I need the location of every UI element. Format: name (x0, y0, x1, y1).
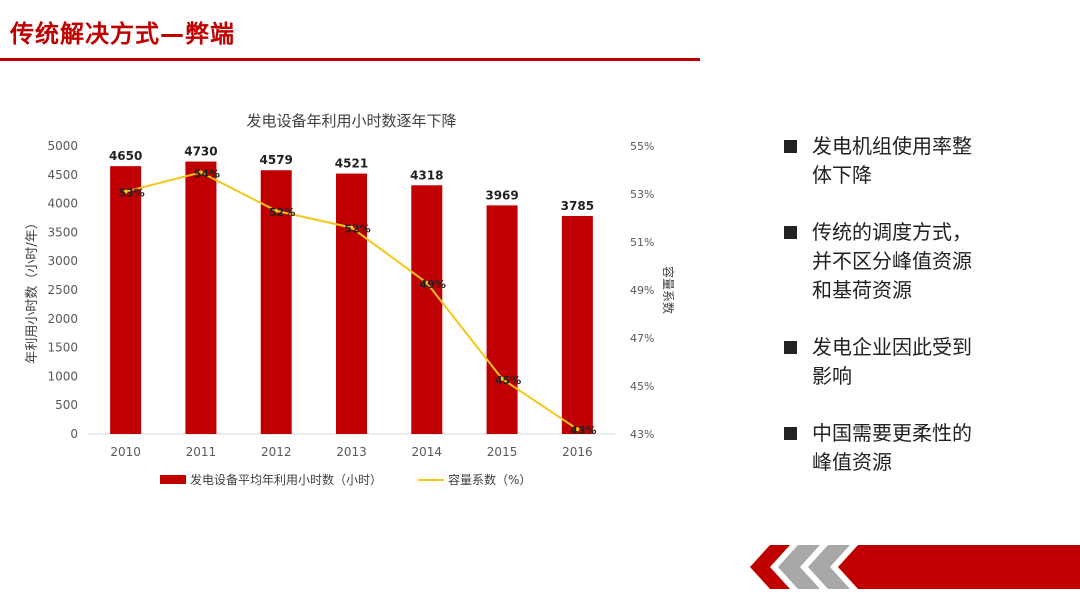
bar-data-label: 4318 (410, 168, 443, 182)
bullet-text: 传统的调度方式， 并不区分峰值资源 和基荷资源 (812, 220, 972, 302)
y-tick-label: 500 (55, 398, 78, 412)
x-tick-label: 2014 (412, 445, 443, 459)
legend-line-label: 容量系数（%） (448, 472, 531, 487)
line-data-label: 45% (495, 374, 521, 387)
title-divider (0, 58, 700, 61)
chart-area: 发电设备年利用小时数逐年下降 0 500 1000 1500 2000 2500 3000 35… (0, 100, 700, 500)
y-tick-label: 3000 (47, 254, 78, 268)
bar-data-label: 4650 (109, 149, 142, 163)
bullet-text: 发电企业因此受到 影响 (812, 335, 972, 388)
y-tick-label: 0 (70, 427, 78, 441)
line-point (575, 427, 580, 432)
x-tick-label: 2016 (562, 445, 593, 459)
line-point (424, 280, 429, 285)
bullet-text: 中国需要更柔性的 峰值资源 (812, 421, 972, 474)
y-tick-label: 4000 (47, 197, 78, 211)
bullet-item: 发电企业因此受到 影响 (782, 333, 1072, 391)
square-bullet-icon (784, 341, 797, 354)
y-tick-label: 2500 (47, 283, 78, 297)
line-point (123, 189, 128, 194)
line-data-label: 49% (420, 278, 446, 291)
legend-bar-label: 发电设备平均年利用小时数（小时） (190, 472, 382, 487)
y2-tick-label: 47% (630, 332, 654, 345)
y2-tick-label: 51% (630, 236, 654, 249)
line-point (198, 170, 203, 175)
x-tick-label: 2015 (487, 445, 518, 459)
bar (411, 185, 443, 434)
bar (110, 166, 142, 434)
bar-data-label: 4521 (335, 157, 368, 171)
line-data-label: 54% (194, 167, 220, 180)
line-data-label: 43% (570, 424, 596, 437)
y-tick-label: 1000 (47, 369, 78, 383)
y2-tick-label: 49% (630, 284, 654, 297)
y2-tick-label: 55% (630, 140, 654, 153)
chart-title: 发电设备年利用小时数逐年下降 (246, 112, 456, 130)
bullet-item: 发电机组使用率整 体下降 (782, 132, 1072, 190)
x-tick-label: 2010 (110, 445, 141, 459)
y-tick-label: 2000 (47, 312, 78, 326)
line-point (274, 208, 279, 213)
y-tick-label: 4500 (47, 168, 78, 182)
y2-tick-label: 53% (630, 188, 654, 201)
bar-data-label: 3969 (485, 188, 518, 202)
combo-chart: 发电设备年利用小时数逐年下降 0 500 1000 1500 2000 2500 3000 35… (25, 112, 676, 487)
legend-bar-swatch (160, 475, 186, 484)
bar-data-label: 3785 (561, 199, 594, 213)
line-data-label: 52% (344, 223, 370, 236)
bullet-list: 发电机组使用率整 体下降 传统的调度方式， 并不区分峰值资源 和基荷资源 发电企… (782, 132, 1072, 505)
bar (185, 161, 217, 434)
y-tick-label: 1500 (47, 341, 78, 355)
bullet-item: 传统的调度方式， 并不区分峰值资源 和基荷资源 (782, 218, 1072, 305)
line-data-label: 52% (269, 206, 295, 219)
line-point (500, 376, 505, 381)
y-tick-label: 5000 (47, 139, 78, 153)
y-tick-label: 3500 (47, 225, 78, 239)
x-tick-label: 2011 (186, 445, 217, 459)
bullet-text: 发电机组使用率整 体下降 (812, 134, 972, 187)
line-data-label: 53% (118, 187, 144, 200)
bar (561, 215, 593, 434)
x-tick-label: 2013 (336, 445, 367, 459)
slide-title: 传统解决方式—弊端 (10, 20, 235, 48)
y2-tick-label: 43% (630, 428, 654, 441)
bar-data-label: 4579 (260, 153, 293, 167)
bullet-item: 中国需要更柔性的 峰值资源 (782, 419, 1072, 477)
square-bullet-icon (784, 140, 797, 153)
chevron-decoration-icon (750, 545, 1080, 589)
bar (336, 173, 367, 434)
square-bullet-icon (784, 226, 797, 239)
y2-tick-label: 45% (630, 380, 654, 393)
line-point (349, 225, 354, 230)
bar-data-label: 4730 (184, 145, 217, 159)
y-axis-title: 年利用小时数（小时/年） (25, 216, 40, 363)
bar (260, 170, 292, 434)
bar (486, 205, 518, 434)
square-bullet-icon (784, 427, 797, 440)
x-tick-label: 2012 (261, 445, 292, 459)
y2-axis-title: 容量系数 (661, 266, 676, 314)
